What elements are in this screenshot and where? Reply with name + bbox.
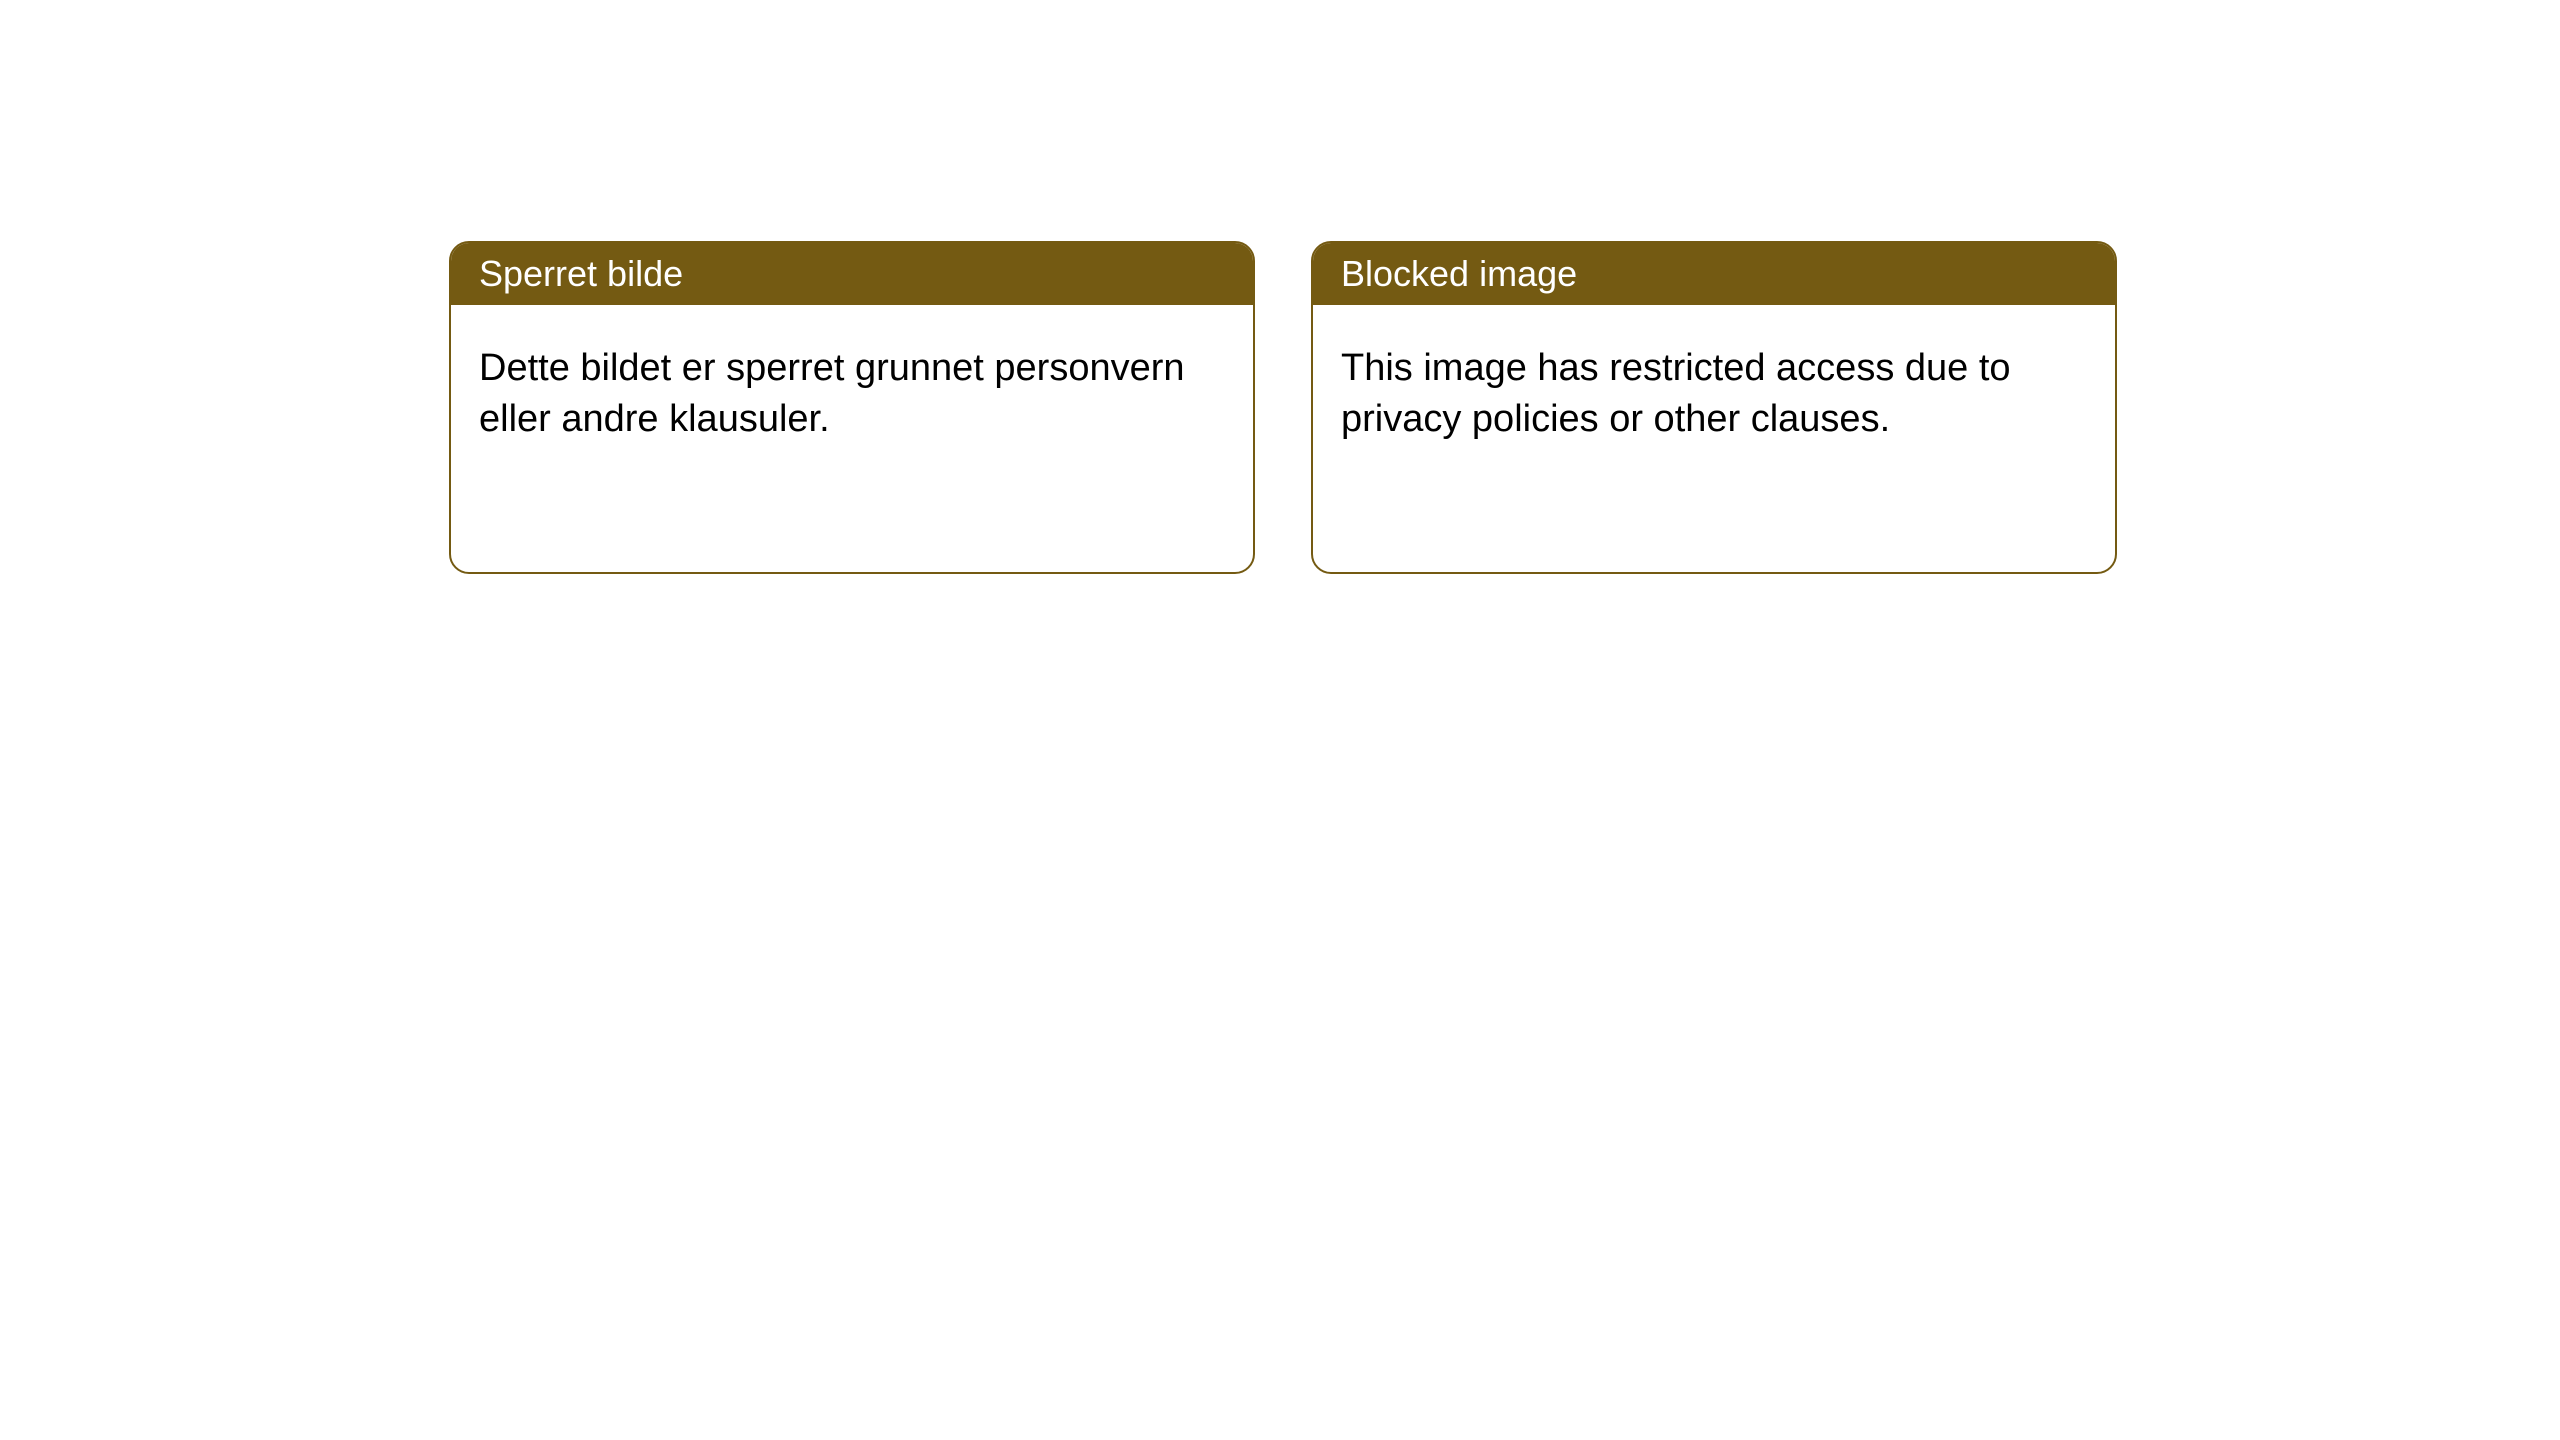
card-body: Dette bildet er sperret grunnet personve… bbox=[451, 305, 1253, 474]
card-title: Sperret bilde bbox=[479, 253, 683, 295]
blocked-image-card-en: Blocked image This image has restricted … bbox=[1311, 241, 2117, 574]
card-body-text: Dette bildet er sperret grunnet personve… bbox=[479, 347, 1185, 440]
card-body: This image has restricted access due to … bbox=[1313, 305, 2115, 474]
card-header: Sperret bilde bbox=[451, 243, 1253, 305]
card-header: Blocked image bbox=[1313, 243, 2115, 305]
notice-cards-container: Sperret bilde Dette bildet er sperret gr… bbox=[0, 0, 2560, 574]
blocked-image-card-no: Sperret bilde Dette bildet er sperret gr… bbox=[449, 241, 1255, 574]
card-body-text: This image has restricted access due to … bbox=[1341, 347, 2011, 440]
card-title: Blocked image bbox=[1341, 253, 1577, 295]
